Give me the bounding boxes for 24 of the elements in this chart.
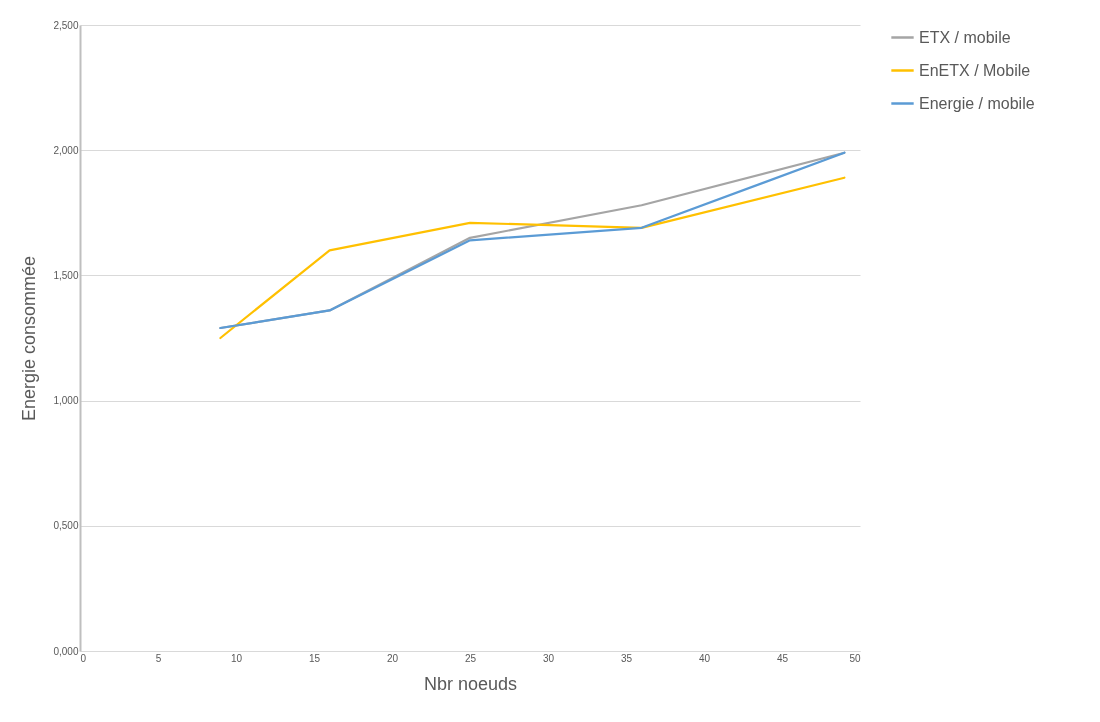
- x-tick-label: 10: [230, 652, 243, 664]
- line-series: [219, 151, 846, 330]
- x-tick-label: 5: [155, 652, 162, 664]
- y-tick-label: 0,500: [53, 520, 79, 532]
- y-tick-label: 0,000: [53, 645, 79, 657]
- x-tick-label: 25: [464, 652, 477, 664]
- legend-label: Energie / mobile: [919, 94, 1035, 112]
- line-series: [219, 176, 846, 340]
- x-tick-label: 0: [80, 652, 87, 664]
- y-tick-label: 2,500: [53, 19, 79, 31]
- legend-label: EnETX / Mobile: [919, 61, 1031, 79]
- x-tick-label: 50: [849, 652, 861, 664]
- y-axis-title: Energie consommée: [19, 255, 40, 422]
- x-tick-label: 35: [620, 652, 633, 664]
- x-tick-label: 30: [542, 652, 555, 664]
- x-tick-label: 45: [776, 652, 789, 664]
- y-tick-label: 1,500: [53, 269, 79, 281]
- x-tick-label: 20: [386, 652, 399, 664]
- x-tick-label: 40: [698, 652, 711, 664]
- y-tick-label: 1,000: [53, 395, 79, 407]
- y-tick-label: 2,000: [53, 144, 79, 156]
- legend-label: ETX / mobile: [919, 28, 1011, 46]
- x-axis-title: Nbr noeuds: [423, 673, 518, 694]
- x-tick-label: 15: [308, 652, 321, 664]
